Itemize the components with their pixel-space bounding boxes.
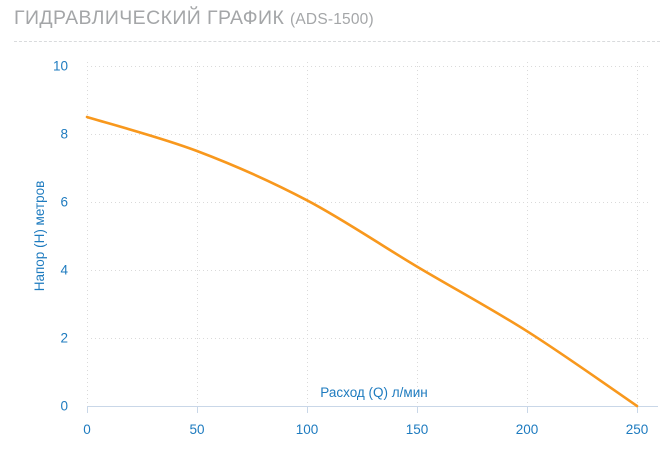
- page-header: ГИДРАВЛИЧЕСКИЙ ГРАФИК (ADS-1500): [14, 7, 658, 30]
- x-tick-label: 0: [83, 422, 91, 437]
- y-tick-label: 0: [60, 399, 68, 414]
- y-tick-label: 10: [53, 59, 68, 74]
- page-title: ГИДРАВЛИЧЕСКИЙ ГРАФИК (ADS-1500): [14, 7, 658, 30]
- y-tick-label: 4: [60, 263, 68, 278]
- pump-curve: [85, 115, 639, 408]
- page-title-model: (ADS-1500): [290, 11, 374, 28]
- y-axis-title: Напор (H) метров: [32, 181, 47, 292]
- y-tick-label: 6: [60, 195, 68, 210]
- x-tick-label: 50: [189, 422, 204, 437]
- x-tick-label: 250: [626, 422, 649, 437]
- page-title-main: ГИДРАВЛИЧЕСКИЙ ГРАФИК: [14, 7, 285, 29]
- y-tick-label: 2: [60, 331, 68, 346]
- x-tick-label: 150: [406, 422, 429, 437]
- y-tick-label: 8: [60, 127, 68, 142]
- title-separator: [14, 41, 660, 42]
- x-axis-title: Расход (Q) л/мин: [320, 385, 427, 400]
- x-tick-label: 100: [296, 422, 319, 437]
- x-tick-label: 200: [516, 422, 539, 437]
